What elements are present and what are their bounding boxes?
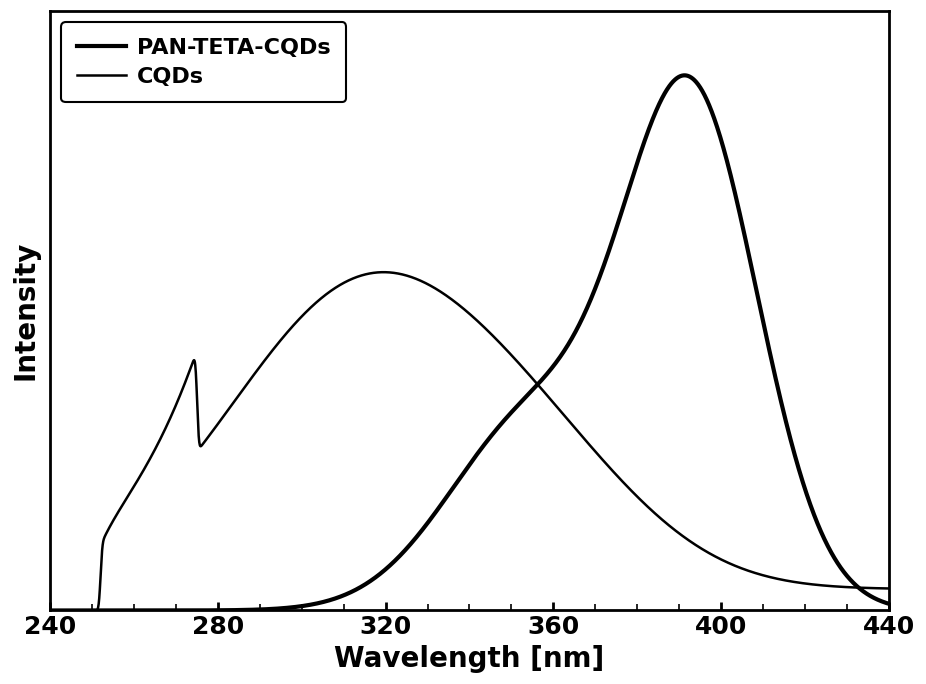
PAN-TETA-CQDs — [374, 268, 385, 276]
PAN-TETA-CQDs — [194, 438, 205, 446]
Y-axis label: Intensity: Intensity — [11, 241, 39, 380]
Legend: PAN-TETA-CQDs, CQDs: PAN-TETA-CQDs, CQDs — [61, 22, 346, 102]
CQDs — [194, 606, 205, 614]
CQDs — [44, 607, 56, 615]
CQDs — [904, 604, 915, 612]
PAN-TETA-CQDs — [378, 268, 389, 276]
PAN-TETA-CQDs — [904, 585, 915, 593]
CQDs — [143, 606, 154, 614]
PAN-TETA-CQDs — [412, 275, 423, 283]
CQDs — [374, 570, 385, 578]
Line: PAN-TETA-CQDs: PAN-TETA-CQDs — [50, 272, 909, 611]
X-axis label: Wavelength [nm]: Wavelength [nm] — [334, 645, 605, 673]
CQDs — [887, 601, 898, 609]
Line: CQDs: CQDs — [50, 75, 909, 611]
PAN-TETA-CQDs — [44, 607, 56, 615]
CQDs — [795, 471, 807, 479]
CQDs — [679, 71, 690, 79]
PAN-TETA-CQDs — [887, 584, 898, 592]
PAN-TETA-CQDs — [143, 458, 154, 466]
CQDs — [411, 532, 422, 540]
PAN-TETA-CQDs — [795, 579, 807, 587]
